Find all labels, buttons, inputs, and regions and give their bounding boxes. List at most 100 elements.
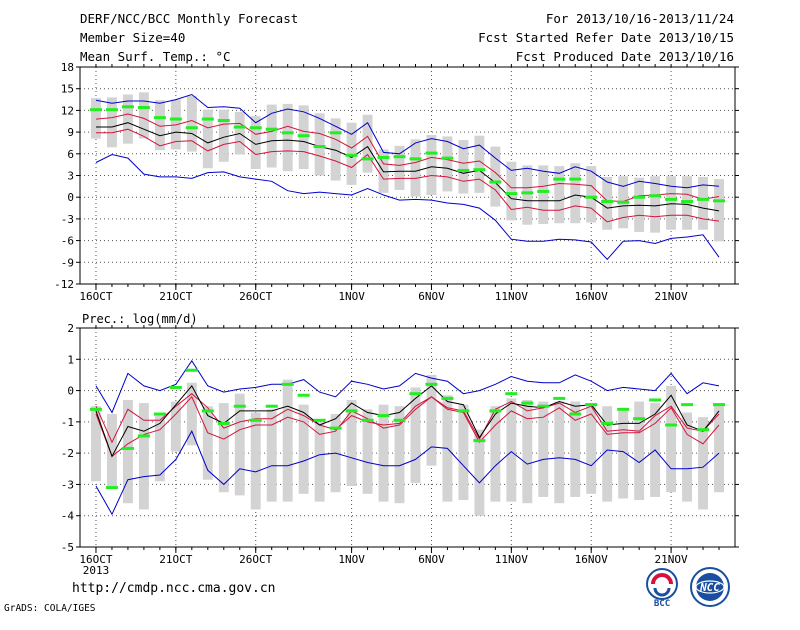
y-tick-label: 18 xyxy=(61,61,74,74)
y-tick-label: 6 xyxy=(67,148,74,161)
median-marker xyxy=(585,195,598,199)
forecast-period: For 2013/10/16-2013/11/24 xyxy=(545,11,734,26)
plot-frame xyxy=(79,327,736,548)
spread-box xyxy=(186,95,197,152)
spread-box xyxy=(634,401,645,501)
median-marker xyxy=(249,418,262,422)
svg-text:NCC: NCC xyxy=(699,581,720,594)
spread-box xyxy=(490,406,501,502)
precipitation-chart: -5 -4 -3 -2 -1 0 1 2 16OCT 21OCT 26OCT 1NOV 6NOV 11NO… xyxy=(61,312,739,577)
median-marker xyxy=(665,423,678,427)
chart-header-right: For 2013/10/16-2013/11/24 Fcst Started Re… xyxy=(478,9,734,66)
spread-box xyxy=(586,166,597,223)
spread-box xyxy=(506,161,517,221)
median-marker xyxy=(601,200,614,204)
spread-box xyxy=(602,406,613,502)
member-size: Member Size=40 xyxy=(80,30,186,45)
min-line xyxy=(95,430,720,516)
median-marker xyxy=(89,108,102,112)
y-tick-label: 15 xyxy=(61,83,74,96)
median-marker xyxy=(185,126,198,130)
grads-credit: GrADS: COLA/IGES xyxy=(4,603,96,614)
median-marker xyxy=(713,403,726,407)
median-marker xyxy=(489,180,502,184)
spread-box xyxy=(650,176,661,233)
spread-box xyxy=(138,403,149,510)
median-marker xyxy=(233,125,246,129)
median-marker xyxy=(617,407,630,411)
spread-box xyxy=(570,163,581,224)
spread-box xyxy=(282,379,293,502)
median-marker xyxy=(521,191,534,195)
y-tick-label: 9 xyxy=(67,126,74,139)
spread-box xyxy=(522,399,533,504)
spread-box xyxy=(170,401,181,452)
median-marker xyxy=(553,396,566,400)
x-tick-label: 6NOV xyxy=(418,553,445,566)
median-marker xyxy=(201,117,214,121)
median-marker xyxy=(121,446,134,450)
spread-box xyxy=(538,401,549,497)
spread-box xyxy=(394,145,405,190)
median-marker xyxy=(105,108,118,112)
y-tick-label: -4 xyxy=(61,510,75,523)
median-marker xyxy=(137,106,150,110)
median-marker xyxy=(249,126,262,130)
median-marker xyxy=(681,403,694,407)
spread-box xyxy=(474,135,485,193)
median-marker xyxy=(681,200,694,204)
median-marker xyxy=(697,197,710,201)
x-tick-label: 21NOV xyxy=(655,290,688,300)
median-marker xyxy=(265,127,278,131)
median-marker xyxy=(441,156,454,160)
chart-header-left: DERF/NCC/BCC Monthly Forecast Member Size… xyxy=(80,9,298,66)
spread-box xyxy=(442,136,453,192)
source-url[interactable]: http://cmdp.ncc.cma.gov.cn xyxy=(72,581,276,596)
median-marker xyxy=(233,404,246,408)
median-marker xyxy=(105,486,118,490)
median-marker xyxy=(361,418,374,422)
spread-box xyxy=(218,109,229,162)
median-marker xyxy=(297,393,310,397)
median-marker xyxy=(281,382,294,386)
x-tick-label: 1NOV xyxy=(338,290,365,300)
median-marker xyxy=(537,189,550,193)
lower-line xyxy=(95,395,720,458)
median-marker xyxy=(185,368,198,372)
spread-box xyxy=(714,179,724,242)
spread-box xyxy=(570,401,581,497)
spread-box xyxy=(106,97,117,148)
median-marker xyxy=(505,192,518,196)
median-marker xyxy=(169,385,182,389)
y-tick-label: -3 xyxy=(61,213,74,226)
spread-box xyxy=(682,412,693,502)
median-marker xyxy=(457,168,470,172)
median-marker xyxy=(281,131,294,135)
spread-box xyxy=(618,410,629,499)
spread-box xyxy=(458,404,469,501)
median-marker xyxy=(601,421,614,425)
spread-box xyxy=(698,417,709,510)
svg-text:BCC: BCC xyxy=(654,599,670,608)
median-marker xyxy=(313,418,326,422)
median-marker xyxy=(153,116,166,120)
y-tick-label: -3 xyxy=(61,478,74,491)
x-tick-label: 26OCT xyxy=(239,553,272,566)
spread-box xyxy=(154,100,165,151)
spread-box xyxy=(506,398,517,502)
y-tick-label: 12 xyxy=(61,104,74,117)
mean-line xyxy=(96,122,720,212)
spread-box xyxy=(666,385,677,493)
median-marker xyxy=(713,199,726,203)
spread-box xyxy=(346,399,357,486)
median-marker xyxy=(89,407,102,411)
median-marker xyxy=(153,412,166,416)
forecast-started: Fcst Started Refer Date 2013/10/15 xyxy=(478,30,734,45)
spread-box xyxy=(602,176,613,230)
median-marker xyxy=(345,153,358,157)
median-marker xyxy=(377,155,390,159)
spread-box xyxy=(474,429,485,516)
spread-box xyxy=(362,409,373,494)
x-tick-label: 11NOV xyxy=(495,290,528,300)
spread-box xyxy=(154,415,165,482)
